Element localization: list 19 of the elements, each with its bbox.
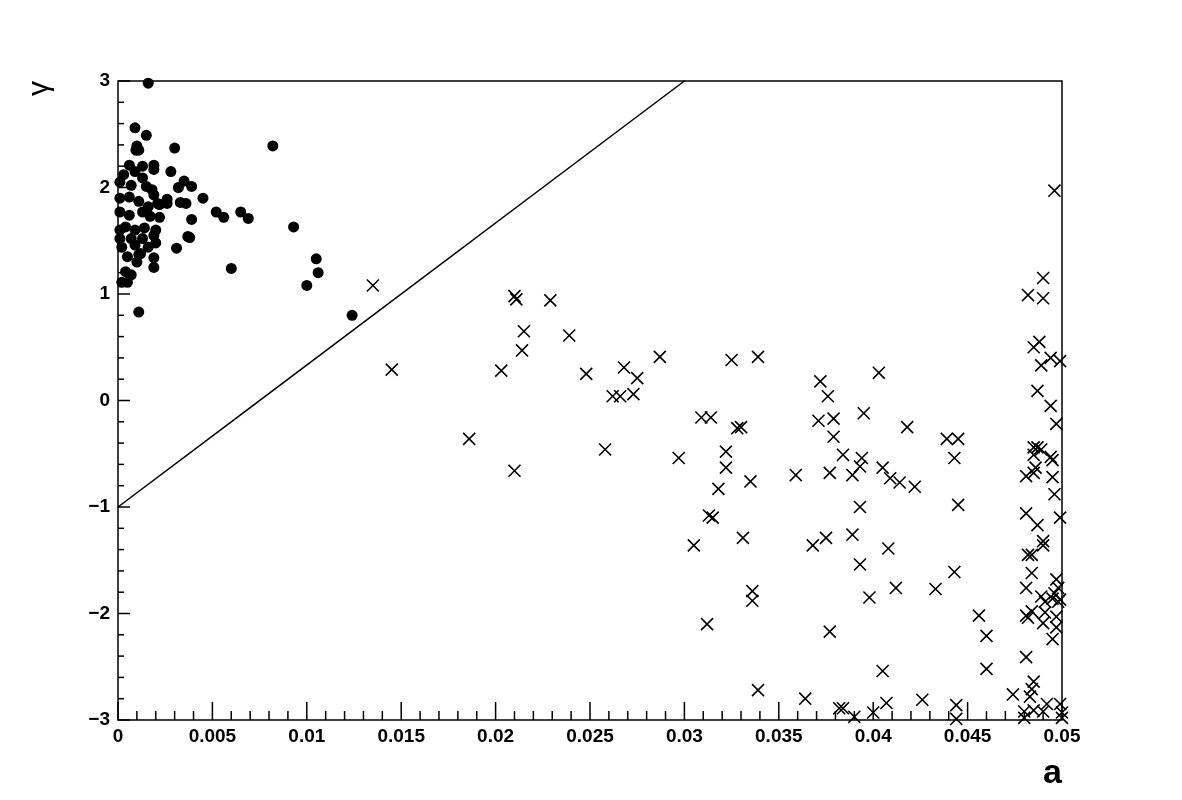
x-tick-label: 0.005 <box>188 724 237 746</box>
y-tick-label: 3 <box>99 69 110 91</box>
y-tick-label: 2 <box>99 175 110 197</box>
x-tick-label: 0.025 <box>566 724 615 746</box>
x-tick-label: 0.04 <box>854 724 893 746</box>
y-tick-label: 0 <box>99 388 110 410</box>
x-tick-label: 0.03 <box>665 724 703 746</box>
y-tick-label: 1 <box>99 282 111 304</box>
y-axis-title: γ <box>21 81 55 96</box>
x-tick-label: 0.035 <box>755 724 804 746</box>
x-tick-label: 0.01 <box>288 724 326 746</box>
y-tick-label: −2 <box>88 601 110 623</box>
x-tick-label: 0.02 <box>477 724 515 746</box>
x-tick-label: 0.045 <box>943 724 992 746</box>
x-tick-label: 0.015 <box>377 724 426 746</box>
x-tick-label: 0.05 <box>1043 724 1081 746</box>
x-axis-title: a <box>1043 751 1064 790</box>
y-tick-label: −3 <box>88 708 110 730</box>
y-tick-label: −1 <box>88 495 111 517</box>
